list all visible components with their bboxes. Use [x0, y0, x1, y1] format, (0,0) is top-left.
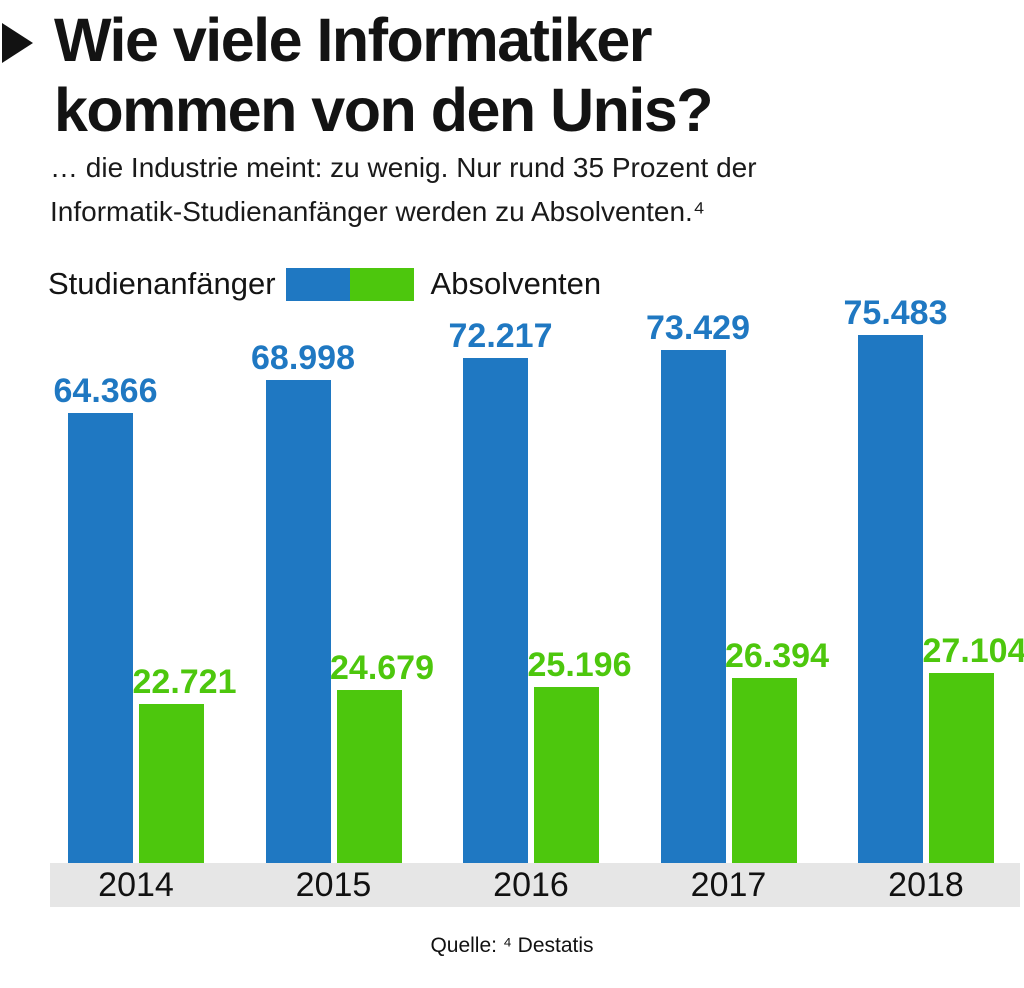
x-axis-band — [50, 863, 1020, 907]
legend-swatch-green — [349, 267, 414, 301]
x-axis-label-2017: 2017 — [690, 866, 767, 904]
value-label-studienanfaenger-2016: 72.217 — [448, 317, 553, 355]
value-label-absolventen-2017: 26.394 — [725, 637, 829, 675]
bar-absolventen-2014 — [139, 704, 204, 863]
title-line-2: kommen von den Unis? — [54, 76, 714, 144]
x-axis-label-2018: 2018 — [888, 866, 964, 904]
bar-studienanfaenger-2015 — [265, 380, 331, 863]
bar-absolventen-2017 — [731, 678, 797, 863]
x-axis-label-2015: 2015 — [295, 866, 372, 904]
bar-absolventen-2015 — [336, 690, 402, 863]
bar-absolventen-2016 — [534, 687, 599, 863]
subtitle-line-2: Informatik-Studienanfänger werden zu Abs… — [50, 196, 705, 227]
x-axis-label-2014: 2014 — [98, 866, 174, 904]
subtitle: … die Industrie meint: zu wenig. Nur run… — [50, 146, 757, 234]
subtitle-line-1: … die Industrie meint: zu wenig. Nur run… — [50, 152, 757, 183]
source-note: Quelle: ⁴ Destatis — [430, 934, 594, 957]
bar-studienanfaenger-2018 — [858, 335, 923, 863]
value-label-absolventen-2014: 22.721 — [132, 663, 237, 701]
page-title: Wie viele Informatiker kommen von den Un… — [54, 5, 714, 145]
bar-studienanfaenger-2016 — [463, 358, 528, 863]
legend-swatch-blue — [285, 267, 350, 301]
value-label-absolventen-2016: 25.196 — [527, 646, 632, 684]
headline-arrow-icon — [2, 23, 33, 63]
value-label-studienanfaenger-2015: 68.998 — [251, 339, 355, 377]
value-label-studienanfaenger-2018: 75.483 — [843, 294, 948, 332]
x-axis-label-2016: 2016 — [493, 866, 569, 904]
value-label-absolventen-2018: 27.104 — [922, 632, 1024, 670]
bar-studienanfaenger-2017 — [660, 350, 726, 863]
bar-studienanfaenger-2014 — [68, 413, 133, 863]
bar-absolventen-2018 — [929, 673, 994, 863]
legend: Studienanfänger Absolventen — [48, 266, 601, 302]
value-label-studienanfaenger-2017: 73.429 — [646, 309, 750, 347]
value-label-absolventen-2015: 24.679 — [330, 649, 434, 687]
legend-label-absolventen: Absolventen — [430, 266, 602, 301]
value-label-studienanfaenger-2014: 64.366 — [53, 372, 158, 410]
legend-label-studienanfaenger: Studienanfänger — [48, 266, 276, 301]
title-line-1: Wie viele Informatiker — [54, 6, 653, 74]
